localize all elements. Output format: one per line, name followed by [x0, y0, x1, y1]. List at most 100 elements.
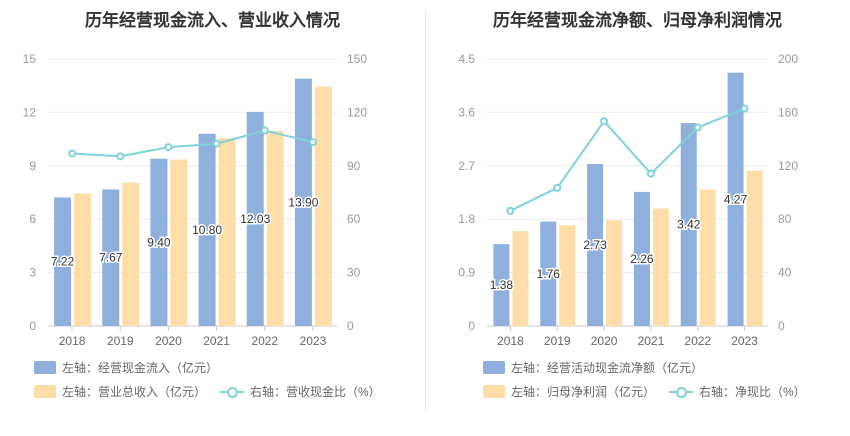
legend-row-2: 左轴：营业总收入（亿元） 右轴：营收现金比（%）: [34, 383, 395, 399]
bar-cash-inflow-secondary: [122, 182, 140, 326]
left-axis-tick-label: 4.5: [458, 52, 475, 66]
legend-item-cash-inflow[interactable]: 左轴：经营现金流入（亿元）: [34, 359, 218, 376]
panel-divider: [425, 10, 426, 410]
bar-net-cash-primary: [633, 191, 650, 326]
legend-item-net-cash-ratio[interactable]: 右轴：净现比（%）: [669, 383, 806, 400]
legend-line-marker-icon: [220, 385, 245, 398]
bar-data-label: 1.38: [490, 278, 514, 292]
bar-net-cash-secondary: [652, 208, 669, 326]
ratio-point: [506, 206, 515, 215]
right-axis-tick-label: 40: [778, 266, 792, 280]
left-axis-tick-label: 3: [29, 266, 36, 280]
x-axis-tick-label: 2022: [684, 334, 711, 348]
left-axis-tick-label: 3.6: [458, 105, 475, 119]
bar-data-label: 7.67: [99, 251, 123, 265]
ratio-line: [509, 107, 745, 212]
legend-item-net-cash[interactable]: 左轴：经营活动现金流净额（亿元）: [483, 359, 703, 376]
left-axis-tick-label: 15: [23, 52, 37, 66]
bar-cash-inflow-secondary: [218, 138, 236, 326]
legend-swatch-orange: [483, 384, 505, 398]
ratio-line: [72, 129, 314, 158]
bar-net-cash-primary: [727, 72, 744, 326]
bar-net-cash-primary: [680, 123, 697, 326]
bar-net-cash-primary: [587, 164, 604, 326]
bar-cash-inflow-secondary: [74, 193, 92, 326]
ratio-point: [600, 117, 609, 126]
bar-data-label: 2.26: [630, 252, 654, 266]
bar-cash-inflow-secondary: [314, 86, 332, 326]
right-axis-tick-label: 120: [347, 105, 367, 119]
legend-item-net-profit[interactable]: 左轴：归母净利润（亿元）: [483, 383, 655, 400]
x-axis-tick-label: 2020: [155, 334, 182, 348]
ratio-point: [68, 149, 77, 158]
right-axis-tick-label: 80: [778, 212, 792, 226]
legend-item-cash-ratio[interactable]: 右轴：营收现金比（%）: [220, 383, 381, 400]
left-axis-tick-label: 12: [23, 105, 37, 119]
bar-data-label: 10.80: [192, 223, 222, 237]
right-axis-tick-label: 150: [347, 52, 367, 66]
legend-item-revenue[interactable]: 左轴：营业总收入（亿元）: [34, 383, 206, 400]
legend-label: 左轴：营业总收入（亿元）: [62, 384, 207, 399]
bar-data-label: 3.42: [677, 218, 701, 232]
legend-label: 右轴：净现比（%）: [699, 384, 806, 399]
x-axis-tick-label: 2021: [203, 334, 230, 348]
right-axis-tick-label: 0: [347, 319, 354, 333]
chart-plot-net-cash: 0 0 0.9 40 1.8 80 2.7 120 3.6 160 4.5 200 2018 1.38 20…: [458, 52, 798, 348]
legend-row-1: 左轴：经营活动现金流净额（亿元）: [483, 359, 717, 375]
chart-plot-cash-inflow: 0 0 3 30 6 60 9 90 12 120 15 150 2018 7.22 2019 7.67 202…: [23, 52, 368, 348]
bar-cash-inflow-secondary: [266, 131, 284, 326]
ratio-point: [164, 143, 173, 152]
chart-panel-cash-inflow: 历年经营现金流入、营业收入情况 0 0 3 30 6 60 9 90 12 120 15 150 201…: [23, 11, 395, 399]
x-axis-tick-label: 2021: [638, 334, 665, 348]
ratio-point: [116, 152, 125, 161]
bar-net-cash-primary: [540, 221, 557, 326]
ratio-point: [308, 138, 317, 147]
bar-net-cash-primary: [493, 244, 510, 326]
ratio-point: [212, 139, 221, 148]
right-axis-tick-label: 200: [778, 52, 798, 66]
ratio-point: [646, 169, 655, 178]
bar-net-cash-secondary: [512, 231, 529, 326]
bar-data-label: 7.22: [51, 255, 75, 269]
x-axis-tick-label: 2019: [544, 334, 571, 348]
bar-cash-inflow-primary: [54, 197, 72, 326]
right-axis-tick-label: 120: [778, 159, 798, 173]
bar-data-label: 9.40: [147, 235, 171, 249]
right-axis-tick-label: 0: [778, 319, 785, 333]
bar-cash-inflow-primary: [198, 133, 216, 326]
legend-label: 左轴：经营活动现金流净额（亿元）: [511, 360, 704, 375]
right-axis-tick-label: 90: [347, 159, 361, 173]
legend-swatch-orange: [34, 384, 56, 398]
x-axis-tick-label: 2020: [591, 334, 618, 348]
x-axis-tick-label: 2023: [731, 334, 758, 348]
bar-net-cash-secondary: [606, 220, 623, 326]
bar-net-cash-secondary: [746, 170, 763, 326]
bar-cash-inflow-primary: [102, 189, 120, 326]
legend-line-marker-icon: [669, 385, 694, 398]
x-axis-tick-label: 2019: [107, 334, 134, 348]
legend-label: 左轴：归母净利润（亿元）: [511, 384, 656, 399]
bar-data-label: 1.76: [537, 267, 561, 281]
ratio-point: [693, 123, 702, 132]
left-axis-tick-label: 0: [468, 319, 475, 333]
left-axis-tick-label: 0: [29, 319, 36, 333]
right-axis-tick-label: 160: [778, 105, 798, 119]
right-axis-tick-label: 60: [347, 212, 361, 226]
left-axis-tick-label: 0.9: [458, 266, 475, 280]
ratio-point: [740, 104, 749, 113]
left-axis-tick-label: 6: [29, 212, 36, 226]
bar-cash-inflow-primary: [246, 111, 264, 326]
right-axis-tick-label: 30: [347, 266, 361, 280]
bar-data-label: 4.27: [724, 192, 748, 206]
bar-net-cash-secondary: [559, 225, 576, 326]
left-axis-tick-label: 2.7: [458, 159, 475, 173]
bar-cash-inflow-primary: [150, 158, 168, 326]
x-axis-tick-label: 2018: [59, 334, 86, 348]
bar-net-cash-secondary: [699, 189, 716, 326]
bar-data-label: 2.73: [583, 238, 607, 252]
x-axis-tick-label: 2023: [300, 334, 327, 348]
bar-cash-inflow-secondary: [170, 159, 188, 326]
chart-panel-net-cash: 历年经营现金流净额、归母净利润情况 0 0 0.9 40 1.8 80 2.7 120 3.6 1…: [425, 0, 850, 436]
ratio-point: [553, 183, 562, 192]
legend-label: 左轴：经营现金流入（亿元）: [62, 360, 219, 375]
